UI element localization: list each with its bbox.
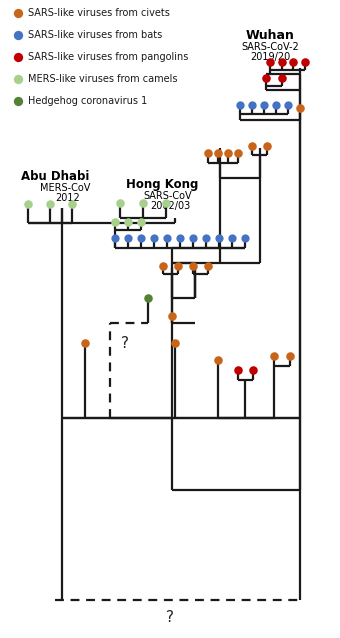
Point (205, 148, 211, 158)
Text: 2002/03: 2002/03 (150, 201, 190, 211)
Text: Wuhan: Wuhan (245, 29, 294, 42)
Point (250, 365, 256, 375)
Point (249, 100, 255, 110)
Point (215, 148, 221, 158)
Point (145, 293, 151, 303)
Point (205, 261, 211, 271)
Point (69, 199, 75, 209)
Point (140, 198, 146, 208)
Point (264, 141, 270, 151)
Point (112, 233, 118, 243)
Point (242, 233, 248, 243)
Point (261, 100, 267, 110)
Point (15, 96, 21, 106)
Point (279, 57, 285, 67)
Point (25, 199, 31, 209)
Point (160, 261, 166, 271)
Point (279, 73, 285, 83)
Point (229, 233, 235, 243)
Point (15, 74, 21, 84)
Point (263, 73, 269, 83)
Point (175, 261, 181, 271)
Point (177, 233, 183, 243)
Point (117, 198, 123, 208)
Point (267, 57, 273, 67)
Point (169, 311, 175, 321)
Point (225, 148, 231, 158)
Point (273, 100, 279, 110)
Text: Hong Kong: Hong Kong (126, 178, 198, 191)
Point (290, 57, 296, 67)
Text: 2019/20: 2019/20 (250, 52, 290, 62)
Text: SARS-like viruses from bats: SARS-like viruses from bats (28, 30, 162, 40)
Point (235, 365, 241, 375)
Point (215, 355, 221, 365)
Point (138, 217, 144, 227)
Point (203, 233, 209, 243)
Point (190, 233, 196, 243)
Point (302, 57, 308, 67)
Point (164, 233, 170, 243)
Text: Hedgehog coronavirus 1: Hedgehog coronavirus 1 (28, 96, 147, 106)
Point (125, 233, 131, 243)
Point (15, 30, 21, 40)
Point (112, 217, 118, 227)
Text: SARS-CoV-2: SARS-CoV-2 (241, 42, 299, 52)
Point (287, 351, 293, 361)
Point (15, 8, 21, 18)
Point (237, 100, 243, 110)
Text: MERS-CoV: MERS-CoV (40, 183, 90, 193)
Point (285, 100, 291, 110)
Point (297, 103, 303, 113)
Point (216, 233, 222, 243)
Point (190, 261, 196, 271)
Text: ?: ? (166, 611, 174, 625)
Text: ?: ? (121, 336, 129, 350)
Text: 2012: 2012 (56, 193, 80, 203)
Text: Abu Dhabi: Abu Dhabi (21, 170, 89, 183)
Point (15, 52, 21, 62)
Point (163, 198, 169, 208)
Point (151, 233, 157, 243)
Point (125, 217, 131, 227)
Point (271, 351, 277, 361)
Text: MERS-like viruses from camels: MERS-like viruses from camels (28, 74, 177, 84)
Point (47, 199, 53, 209)
Point (172, 338, 178, 348)
Text: SARS-like viruses from pangolins: SARS-like viruses from pangolins (28, 52, 188, 62)
Point (82, 338, 88, 348)
Point (138, 233, 144, 243)
Point (249, 141, 255, 151)
Text: SARS-like viruses from civets: SARS-like viruses from civets (28, 8, 170, 18)
Text: SARS-CoV: SARS-CoV (144, 191, 192, 201)
Point (235, 148, 241, 158)
